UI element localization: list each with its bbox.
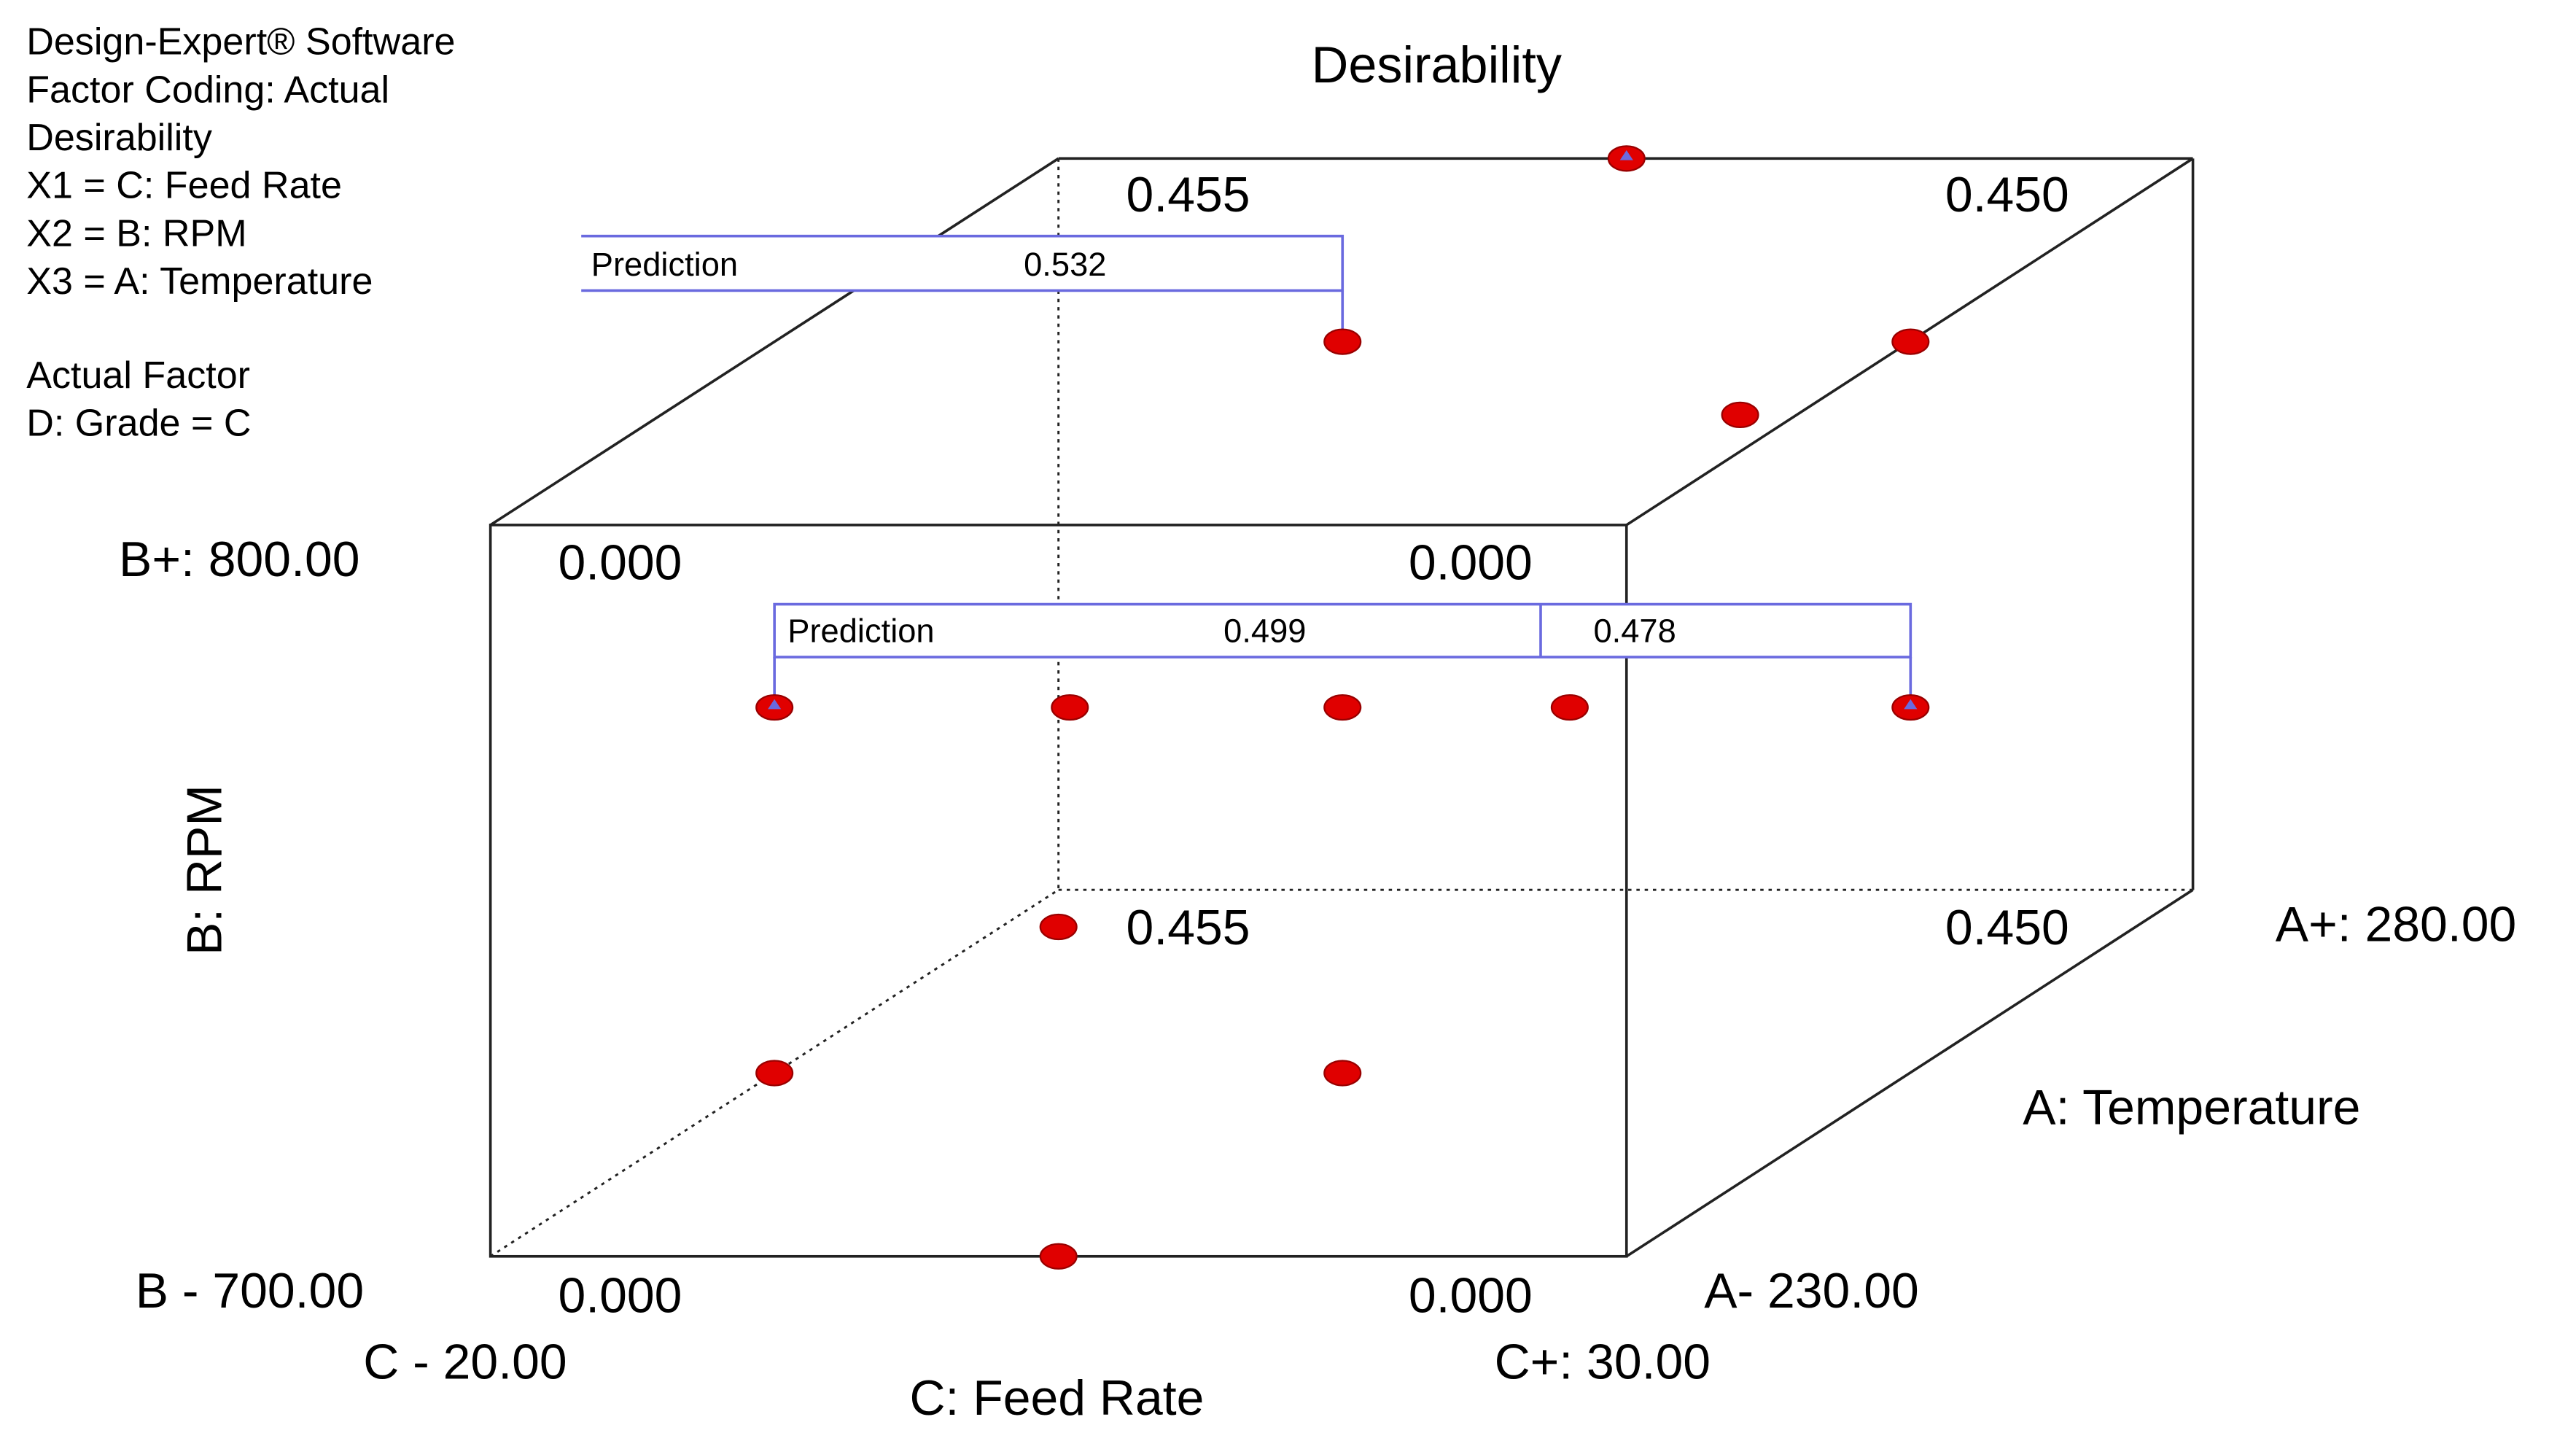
hidden-edge-bottom-depth bbox=[489, 888, 1059, 1258]
info-line-x3: X3 = A: Temperature bbox=[26, 260, 373, 303]
prediction-callout-top-label: Prediction bbox=[591, 246, 738, 283]
prediction-callout-top-box bbox=[581, 234, 1345, 292]
corner-value-back-top-left: 0.455 bbox=[1126, 168, 1250, 222]
prediction-callout-middle: Prediction 0.499 0.478 bbox=[773, 602, 1912, 709]
design-point-7 bbox=[1323, 694, 1362, 721]
depth-edge-bottom-right bbox=[1625, 888, 2194, 1258]
corner-value-front-bottom-left: 0.000 bbox=[558, 1269, 682, 1324]
x-axis-title: C: Feed Rate bbox=[909, 1371, 1204, 1426]
prediction-callout-middle-value-2: 0.478 bbox=[1593, 613, 1676, 650]
info-block: Design-Expert® Software Factor Coding: A… bbox=[26, 21, 455, 445]
design-point-4 bbox=[1721, 401, 1759, 429]
prediction-callout-middle-box bbox=[773, 602, 1912, 659]
x-axis-high-label: C+: 30.00 bbox=[1495, 1335, 1711, 1389]
corner-value-back-bottom-right: 0.450 bbox=[1945, 901, 2069, 955]
prediction-marker-2-2 bbox=[1904, 699, 1918, 710]
actual-factor-heading: Actual Factor bbox=[26, 354, 250, 397]
x-axis-low-label: C - 20.00 bbox=[363, 1335, 567, 1389]
z-axis-title: A: Temperature bbox=[2023, 1081, 2360, 1135]
design-point-11 bbox=[755, 1060, 794, 1087]
prediction-marker-2-1 bbox=[768, 699, 782, 710]
info-line-software: Design-Expert® Software bbox=[26, 21, 455, 63]
y-axis-title: B: RPM bbox=[177, 785, 232, 955]
design-point-3 bbox=[1891, 328, 1930, 355]
prediction-markers bbox=[768, 150, 1918, 710]
corner-value-front-bottom-right: 0.000 bbox=[1409, 1269, 1533, 1324]
z-axis-low-label: A- 230.00 bbox=[1704, 1264, 1919, 1319]
corner-value-front-top-right: 0.000 bbox=[1409, 536, 1533, 591]
info-line-response: Desirability bbox=[26, 117, 212, 159]
design-point-10 bbox=[1039, 913, 1078, 941]
prediction-callouts: Prediction 0.532 Prediction 0.499 0.478 bbox=[581, 234, 1912, 709]
prediction-callout-middle-label: Prediction bbox=[787, 613, 934, 650]
prediction-callout-top: Prediction 0.532 bbox=[581, 234, 1345, 341]
info-line-coding: Factor Coding: Actual bbox=[26, 69, 389, 111]
depth-edge-top-left bbox=[489, 157, 1059, 527]
info-line-x1: X1 = C: Feed Rate bbox=[26, 165, 342, 207]
chart-title: Desirability bbox=[1312, 36, 1562, 93]
info-line-x2: X2 = B: RPM bbox=[26, 212, 246, 255]
axis-labels: B+: 800.00 B - 700.00 B: RPM C - 20.00 C… bbox=[119, 532, 2516, 1426]
y-axis-high-label: B+: 800.00 bbox=[119, 532, 359, 587]
design-point-2 bbox=[1323, 328, 1362, 355]
design-point-6 bbox=[1051, 694, 1089, 721]
design-point-13 bbox=[1039, 1243, 1078, 1270]
corner-value-front-top-left: 0.000 bbox=[558, 536, 682, 591]
prediction-callout-middle-value-1: 0.499 bbox=[1223, 613, 1306, 650]
z-axis-high-label: A+: 280.00 bbox=[2276, 897, 2516, 952]
design-point-8 bbox=[1550, 694, 1589, 721]
corner-values: 0.455 0.450 0.000 0.000 0.455 0.450 0.00… bbox=[558, 168, 2069, 1324]
design-point-12 bbox=[1323, 1060, 1362, 1087]
prediction-marker-1-1 bbox=[1619, 150, 1633, 160]
corner-value-back-top-right: 0.450 bbox=[1945, 168, 2069, 222]
actual-factor-grade: D: Grade = C bbox=[26, 403, 251, 445]
prediction-callout-top-value: 0.532 bbox=[1024, 246, 1106, 283]
y-axis-low-label: B - 700.00 bbox=[136, 1264, 364, 1319]
corner-value-back-bottom-left: 0.455 bbox=[1126, 901, 1250, 955]
